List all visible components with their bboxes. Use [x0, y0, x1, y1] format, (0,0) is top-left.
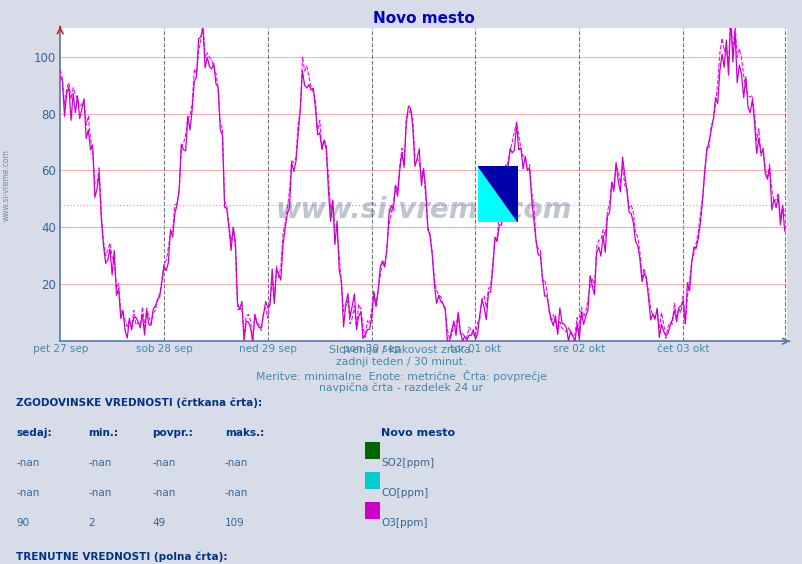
Text: povpr.:: povpr.:	[152, 428, 193, 438]
Bar	[365, 442, 379, 459]
Text: sedaj:: sedaj:	[16, 428, 51, 438]
Text: 109: 109	[225, 518, 245, 528]
Bar	[365, 502, 379, 519]
Text: -nan: -nan	[152, 458, 176, 468]
Text: Novo mesto: Novo mesto	[381, 428, 455, 438]
Polygon shape	[477, 166, 517, 222]
Text: Slovenija / kakovost zraka.: Slovenija / kakovost zraka.	[329, 345, 473, 355]
Text: -nan: -nan	[16, 458, 39, 468]
Text: min.:: min.:	[88, 428, 118, 438]
Text: 49: 49	[152, 518, 166, 528]
Title: Novo mesto: Novo mesto	[372, 11, 474, 25]
Bar	[365, 472, 379, 489]
Text: -nan: -nan	[88, 458, 111, 468]
Text: -nan: -nan	[16, 488, 39, 499]
Text: 2: 2	[88, 518, 95, 528]
Text: CO[ppm]: CO[ppm]	[381, 488, 428, 499]
Text: O3[ppm]: O3[ppm]	[381, 518, 427, 528]
Text: SO2[ppm]: SO2[ppm]	[381, 458, 434, 468]
Text: -nan: -nan	[152, 488, 176, 499]
Text: navpična črta - razdelek 24 ur: navpična črta - razdelek 24 ur	[319, 382, 483, 393]
Text: zadnji teden / 30 minut.: zadnji teden / 30 minut.	[336, 358, 466, 368]
Text: 90: 90	[16, 518, 29, 528]
Text: maks.:: maks.:	[225, 428, 264, 438]
Text: -nan: -nan	[88, 488, 111, 499]
Text: ZGODOVINSKE VREDNOSTI (črtkana črta):: ZGODOVINSKE VREDNOSTI (črtkana črta):	[16, 397, 262, 408]
Text: Meritve: minimalne  Enote: metrične  Črta: povprečje: Meritve: minimalne Enote: metrične Črta:…	[256, 370, 546, 382]
Text: -nan: -nan	[225, 458, 248, 468]
Polygon shape	[477, 166, 517, 222]
Text: www.si-vreme.com: www.si-vreme.com	[2, 149, 11, 221]
Text: -nan: -nan	[225, 488, 248, 499]
Text: TRENUTNE VREDNOSTI (polna črta):: TRENUTNE VREDNOSTI (polna črta):	[16, 552, 227, 562]
Text: www.si-vreme.com: www.si-vreme.com	[275, 196, 571, 224]
